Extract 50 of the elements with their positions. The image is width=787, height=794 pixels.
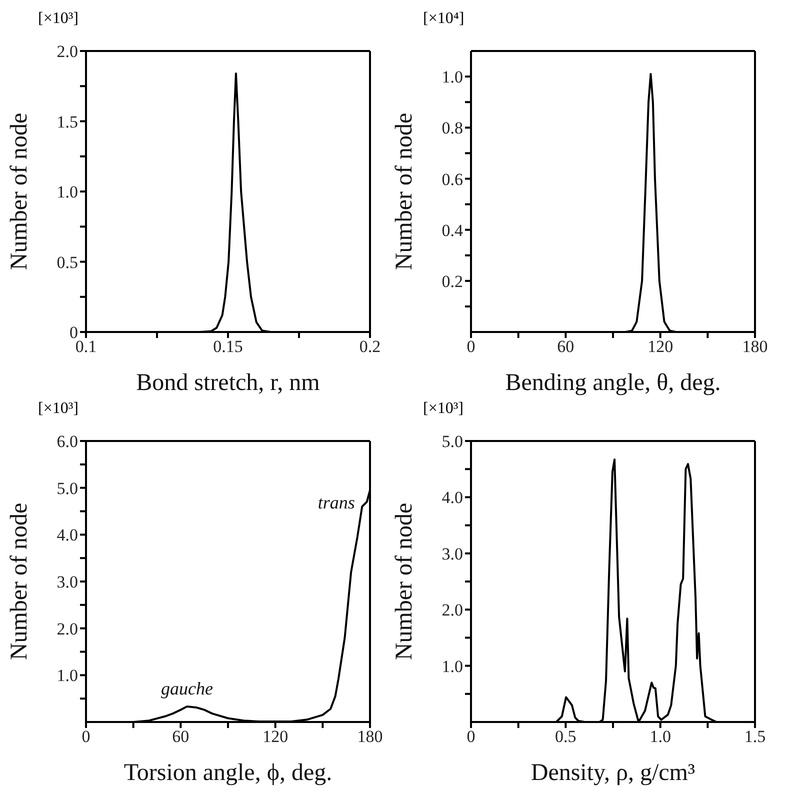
text: [×10³]: [423, 400, 464, 418]
x-tick-label: 120: [262, 727, 288, 746]
annotation: gauche: [160, 678, 213, 699]
text: [×10³]: [38, 400, 78, 418]
x-axis-title: Bond stretch, r, nm: [136, 370, 320, 396]
y-axis-title: Number of node: [6, 112, 33, 270]
y-axis-title: Number of node: [392, 502, 418, 660]
x-tick-label: 180: [742, 337, 768, 356]
y-tick-label: 0.5: [56, 252, 78, 272]
y-tick-label: 1.5: [56, 112, 78, 132]
x-axis-title: Density, ρ, g/cm³: [530, 760, 696, 786]
x-tick-label: 0: [466, 727, 476, 746]
y-tick-label: 0.6: [442, 170, 463, 189]
y-tick-label: 3.0: [56, 572, 78, 592]
x-tick-label: 0: [466, 337, 476, 356]
text: [×10³]: [38, 10, 78, 28]
y-tick-label: 2.0: [442, 600, 463, 620]
y-tick-label: 6.0: [56, 432, 78, 452]
y-tick-label: 1.0: [442, 656, 463, 676]
y-tick-label: 2.0: [56, 42, 78, 62]
y-tick-label: 0.2: [442, 272, 463, 291]
x-tick-label: 1.5: [744, 727, 766, 746]
x-tick-label: 0.5: [555, 727, 576, 746]
y-tick-label: 0: [70, 323, 78, 342]
x-tick-label: 1.0: [650, 727, 671, 746]
x-axis-title: Bending angle, θ, deg.: [505, 370, 721, 396]
x-tick-label: 120: [648, 337, 674, 356]
y-tick-label: 1.0: [56, 182, 78, 202]
y-axis-title: Number of node: [392, 112, 418, 270]
y-tick-label: 0.4: [442, 220, 464, 240]
y-tick-label: 3.0: [442, 544, 463, 564]
y-axis-title: Number of node: [6, 502, 33, 660]
x-tick-label: 0.1: [75, 337, 97, 356]
x-tick-label: 0: [82, 727, 90, 746]
x-tick-label: 180: [357, 727, 383, 746]
x-tick-label: 60: [557, 337, 574, 356]
x-axis-title: Torsion angle, ϕ, deg.: [124, 760, 332, 786]
y-tick-label: 0.8: [442, 118, 463, 138]
y-tick-label: 5.0: [442, 432, 463, 452]
x-tick-label: 0.2: [359, 337, 381, 356]
text: [×10⁴]: [423, 10, 464, 28]
y-tick-label: 1.0: [442, 68, 463, 87]
y-tick-label: 4.0: [442, 488, 463, 508]
annotation: trans: [318, 492, 355, 512]
y-tick-label: 5.0: [56, 478, 78, 498]
x-tick-label: 0.15: [213, 337, 243, 356]
y-tick-label: 4.0: [56, 526, 78, 545]
x-tick-label: 60: [172, 727, 190, 746]
y-tick-label: 2.0: [56, 619, 78, 638]
y-tick-label: 1.0: [56, 666, 78, 686]
